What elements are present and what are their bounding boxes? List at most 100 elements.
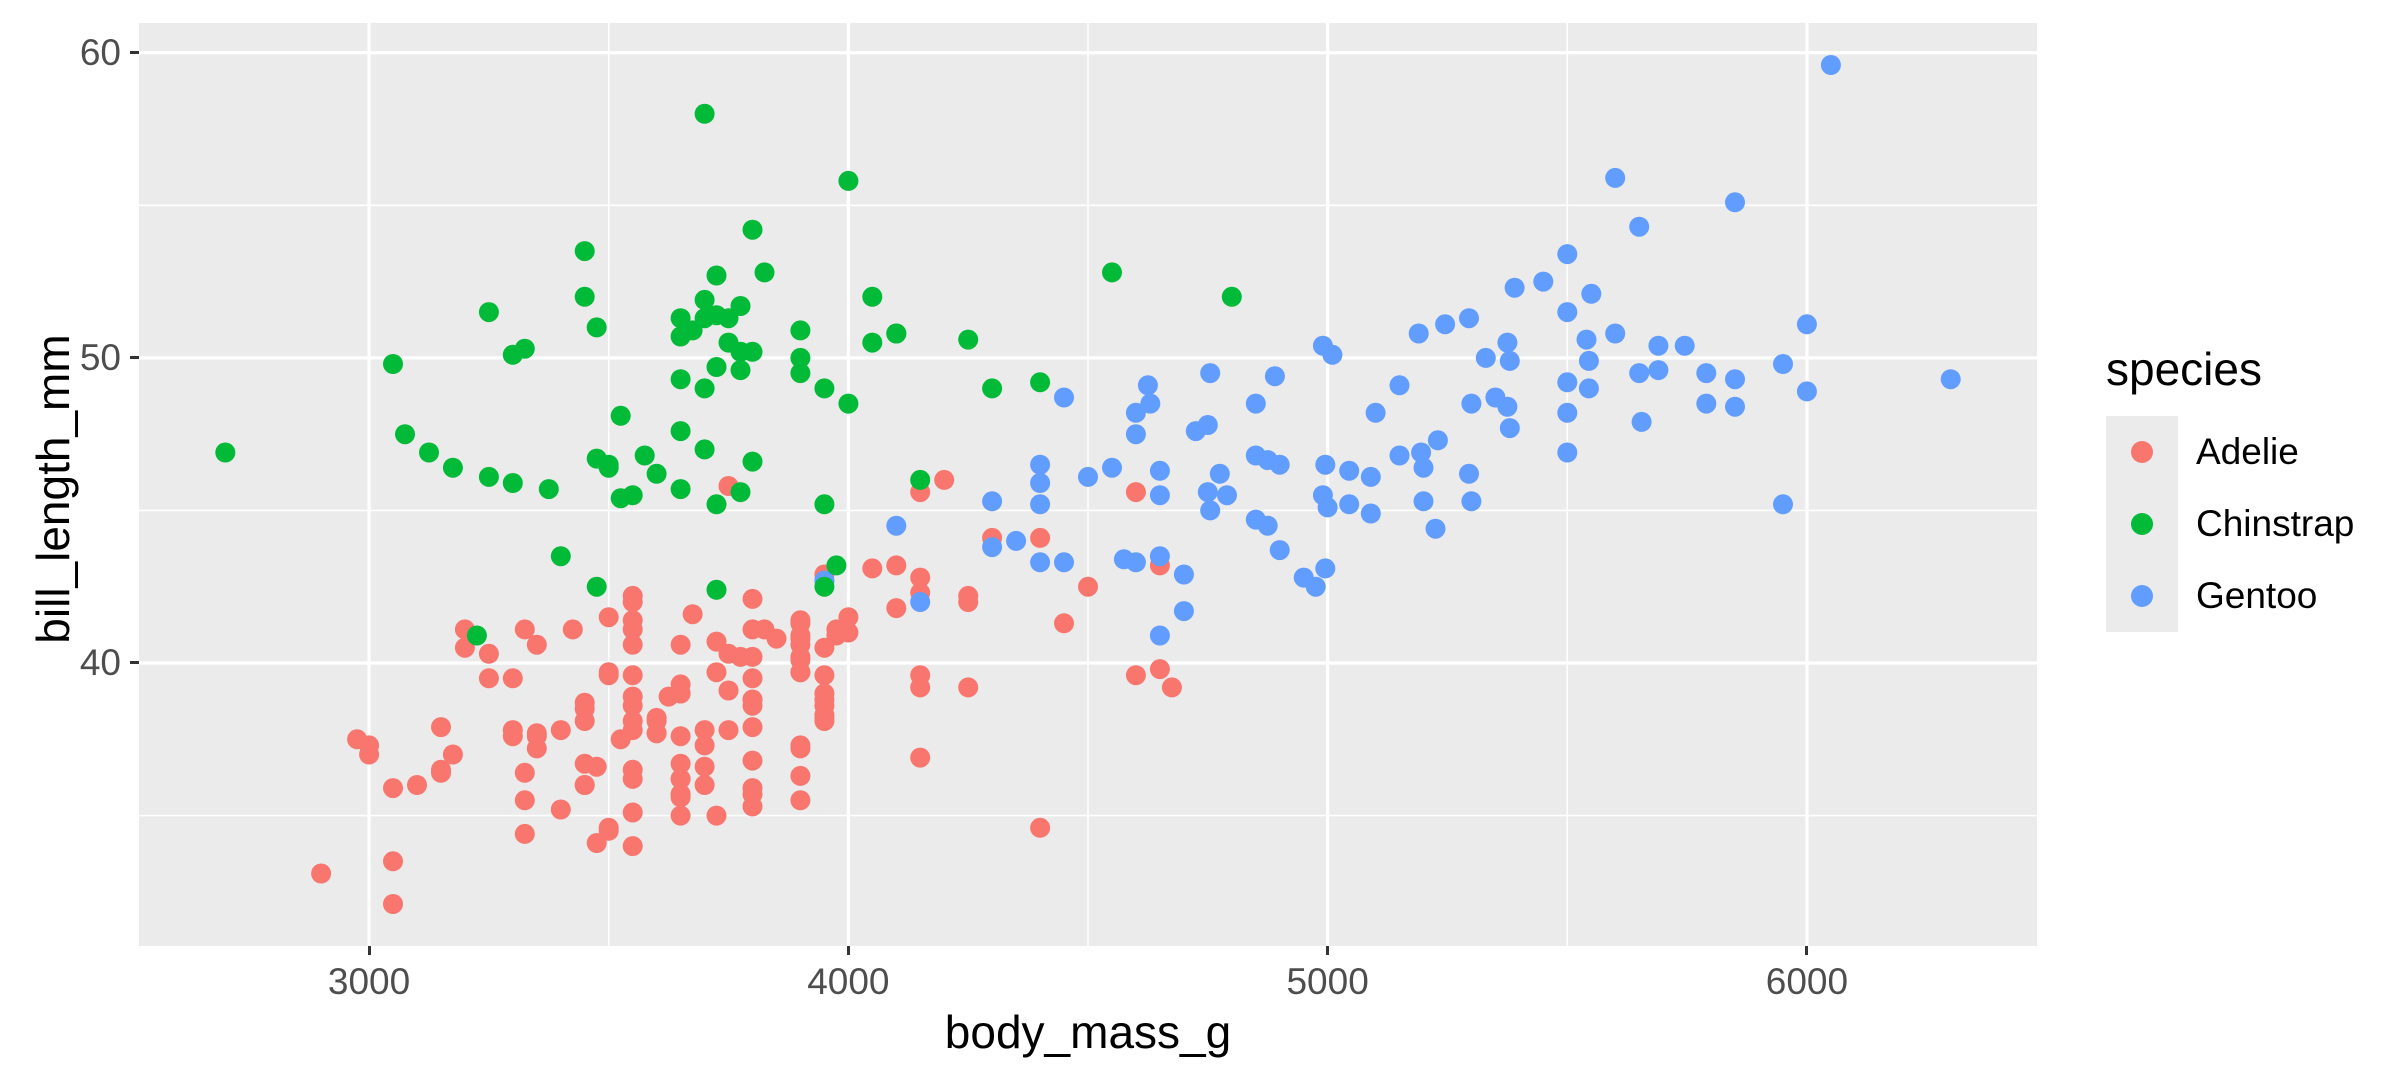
data-point-gentoo xyxy=(1054,552,1074,573)
data-point-chinstrap xyxy=(550,546,571,567)
y-tick-label: 50 xyxy=(79,336,121,378)
data-point-adelie xyxy=(514,619,535,640)
data-point-gentoo xyxy=(1217,485,1237,506)
data-point-adelie xyxy=(622,592,643,612)
data-point-adelie xyxy=(706,631,727,652)
data-point-chinstrap xyxy=(862,332,883,353)
data-point-chinstrap xyxy=(586,317,607,338)
data-point-chinstrap xyxy=(478,466,499,487)
data-point-gentoo xyxy=(1475,347,1496,368)
gentoo-point-icon xyxy=(2131,585,2153,607)
data-point-chinstrap xyxy=(862,286,883,307)
data-point-adelie xyxy=(958,677,979,698)
data-point-gentoo xyxy=(1696,363,1717,384)
data-point-adelie xyxy=(886,598,907,619)
data-point-chinstrap xyxy=(622,485,643,506)
data-point-adelie xyxy=(514,790,535,811)
y-tick-mark xyxy=(130,661,139,665)
data-point-adelie xyxy=(454,637,475,658)
data-point-adelie xyxy=(622,802,643,823)
data-point-gentoo xyxy=(1173,601,1194,622)
data-point-chinstrap xyxy=(706,357,727,377)
data-point-adelie xyxy=(814,711,835,731)
data-point-gentoo xyxy=(1054,387,1074,408)
data-point-gentoo xyxy=(1725,369,1745,390)
data-point-chinstrap xyxy=(958,329,979,350)
data-point-gentoo xyxy=(1459,463,1479,484)
data-point-chinstrap xyxy=(670,369,691,390)
data-point-gentoo xyxy=(982,537,1003,558)
data-point-gentoo xyxy=(1149,625,1170,646)
data-point-gentoo xyxy=(1315,558,1336,579)
data-point-adelie xyxy=(407,775,427,795)
data-point-gentoo xyxy=(1006,530,1027,551)
data-point-gentoo xyxy=(1533,271,1554,292)
data-point-gentoo xyxy=(1408,323,1429,344)
data-point-gentoo xyxy=(1557,244,1578,265)
data-point-gentoo xyxy=(1149,485,1170,506)
data-point-gentoo xyxy=(1435,314,1456,335)
scatter-points-layer xyxy=(139,23,2037,946)
data-point-adelie xyxy=(598,662,619,683)
data-point-gentoo xyxy=(1499,418,1520,439)
x-tick-label: 4000 xyxy=(807,961,890,1002)
data-point-chinstrap xyxy=(1221,286,1242,307)
data-point-adelie xyxy=(718,680,739,701)
data-point-gentoo xyxy=(1305,576,1326,597)
data-point-adelie xyxy=(598,607,619,628)
data-point-adelie xyxy=(622,836,643,857)
data-point-adelie xyxy=(598,817,619,838)
data-point-adelie xyxy=(1054,613,1074,634)
data-point-adelie xyxy=(502,726,523,747)
data-point-adelie xyxy=(670,634,691,655)
data-point-gentoo xyxy=(910,592,931,612)
data-point-adelie xyxy=(622,610,643,631)
data-point-chinstrap xyxy=(706,305,727,326)
data-point-gentoo xyxy=(1576,329,1597,350)
data-point-gentoo xyxy=(1578,378,1599,399)
x-tick-label: 5000 xyxy=(1286,961,1369,1002)
x-tick-mark xyxy=(367,946,371,955)
legend-key xyxy=(2106,560,2178,632)
data-point-gentoo xyxy=(1578,350,1599,371)
data-point-gentoo xyxy=(1269,454,1290,475)
data-point-chinstrap xyxy=(730,482,751,503)
data-point-gentoo xyxy=(1200,363,1221,384)
data-point-gentoo xyxy=(1499,350,1520,371)
data-point-adelie xyxy=(910,665,931,686)
data-point-adelie xyxy=(814,637,835,658)
data-point-adelie xyxy=(838,622,859,643)
data-point-adelie xyxy=(790,613,811,634)
data-point-adelie xyxy=(886,555,907,576)
data-point-adelie xyxy=(706,662,727,683)
data-point-chinstrap xyxy=(1102,262,1122,283)
y-tick-mark xyxy=(130,51,139,55)
data-point-adelie xyxy=(526,634,547,655)
y-tick-label: 40 xyxy=(79,641,121,683)
data-point-chinstrap xyxy=(814,494,835,515)
data-point-adelie xyxy=(742,784,763,805)
data-point-gentoo xyxy=(1149,546,1170,567)
data-point-chinstrap xyxy=(982,378,1003,399)
legend-key xyxy=(2106,488,2178,560)
data-point-adelie xyxy=(442,744,463,765)
data-point-adelie xyxy=(1149,659,1170,680)
data-point-chinstrap xyxy=(790,347,811,368)
data-point-chinstrap xyxy=(574,286,595,307)
data-point-adelie xyxy=(1161,677,1182,698)
data-point-gentoo xyxy=(1796,381,1817,402)
data-point-gentoo xyxy=(1030,552,1051,573)
data-point-chinstrap xyxy=(610,405,631,426)
data-point-gentoo xyxy=(1725,396,1745,417)
data-point-adelie xyxy=(682,604,703,625)
data-point-gentoo xyxy=(1557,302,1578,323)
adelie-point-icon xyxy=(2131,441,2153,463)
data-point-gentoo xyxy=(1197,482,1218,503)
legend-key xyxy=(2106,416,2178,488)
data-point-chinstrap xyxy=(670,326,691,347)
legend-label: Chinstrap xyxy=(2196,503,2355,544)
data-point-gentoo xyxy=(1773,354,1793,374)
data-point-adelie xyxy=(790,790,811,811)
data-point-adelie xyxy=(562,619,583,640)
data-point-chinstrap xyxy=(814,576,835,597)
